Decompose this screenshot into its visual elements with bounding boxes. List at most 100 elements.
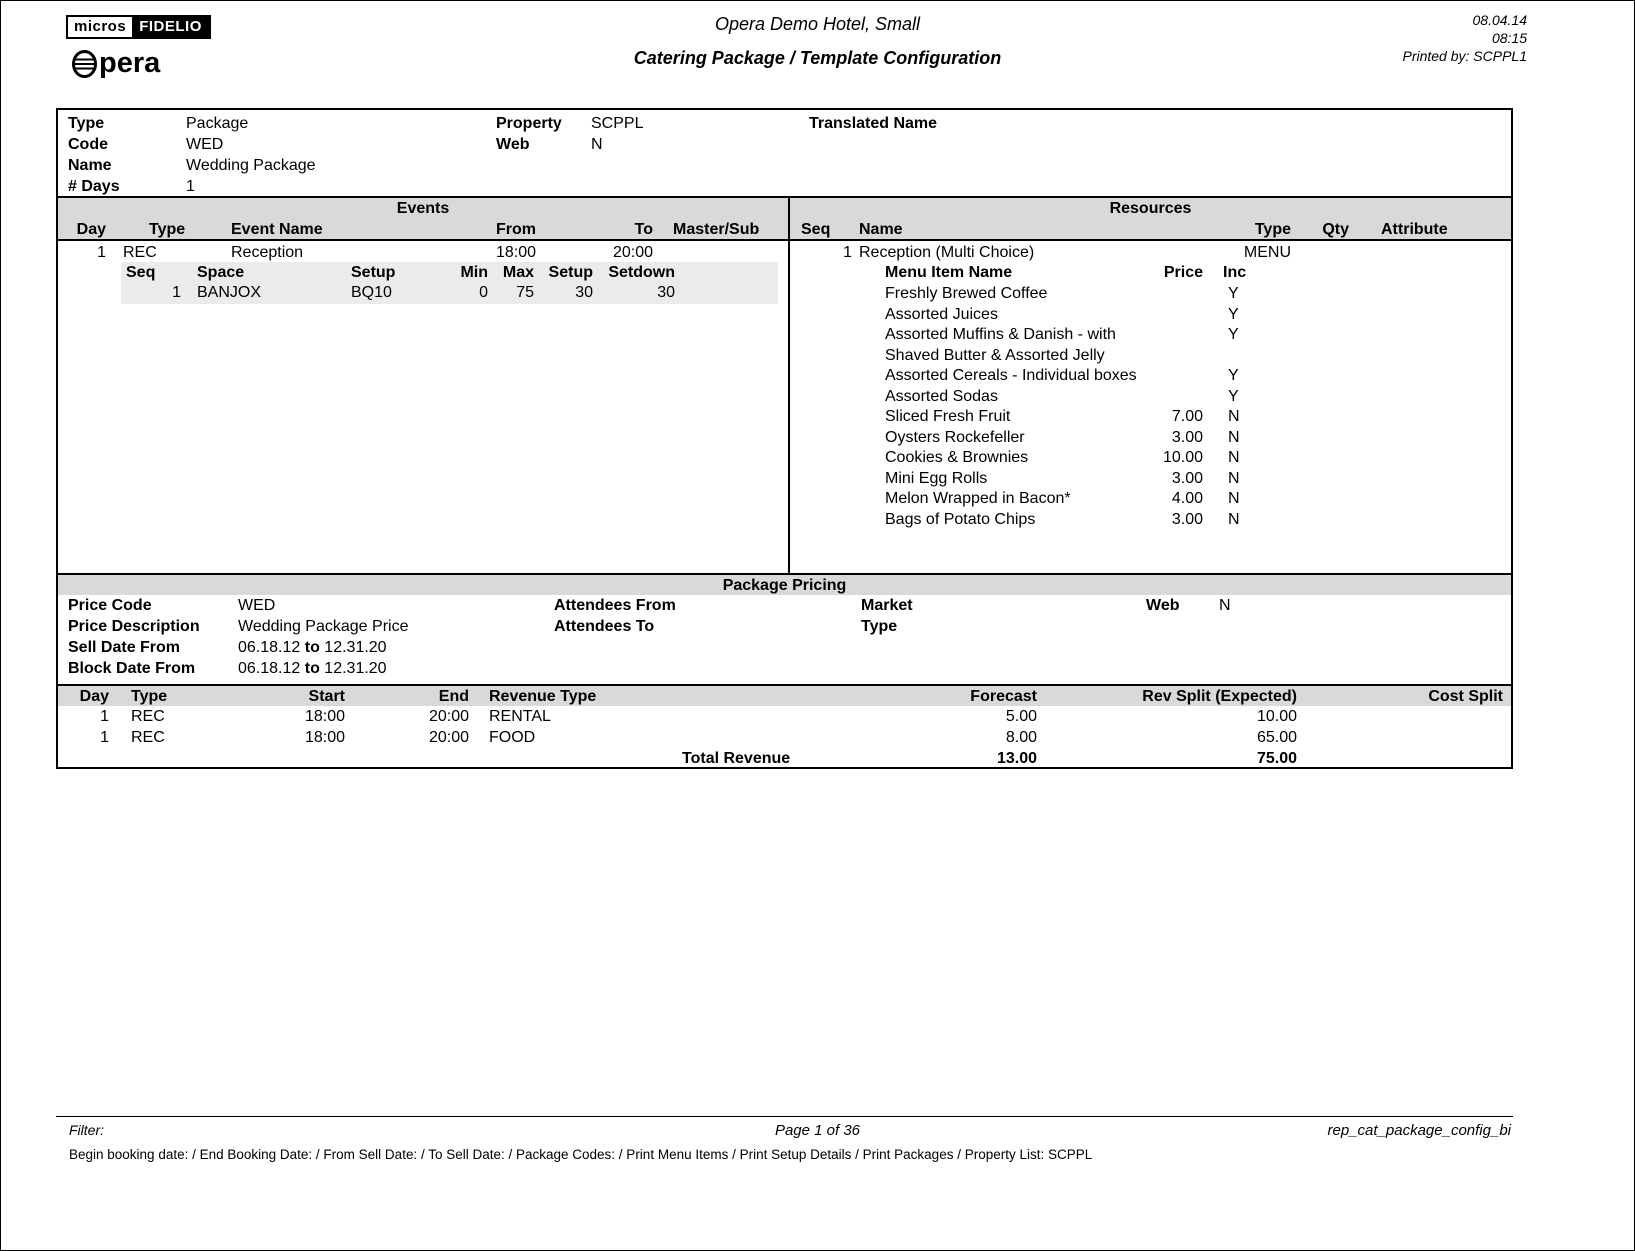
opera-logo-text: pera — [99, 47, 161, 79]
hotel-name-title: Opera Demo Hotel, Small — [714, 14, 921, 34]
resource-seq: 1 — [843, 244, 852, 261]
revenue-revenue-type: FOOD — [489, 729, 536, 746]
setup-row: 1 BANJOX BQ10 0 75 30 30 — [58, 284, 788, 305]
code-value: WED — [186, 136, 224, 153]
revenue-day: 1 — [100, 708, 109, 725]
setup-row-shade — [121, 262, 778, 304]
package-info-section: Type Package Code WED Name Wedding Packa… — [58, 110, 1511, 196]
property-label: Property — [496, 115, 562, 132]
events-col-master-sub: Master/Sub — [673, 221, 760, 238]
menu-item-price: 3.00 — [1171, 428, 1203, 446]
setup-col-min: Min — [460, 264, 488, 281]
menu-item-row: Melon Wrapped in Bacon* 4.00 N — [885, 489, 1385, 510]
name-value: Wedding Package — [186, 157, 316, 174]
menu-item-name: Freshly Brewed Coffee — [885, 285, 1048, 302]
events-col-day: Day — [76, 221, 106, 238]
sell-date-to-word: to — [304, 639, 320, 656]
revenue-revenue-type: RENTAL — [489, 708, 551, 725]
menu-item-row: Assorted Cereals - Individual boxes Y — [885, 366, 1385, 387]
menu-item-included-flag: N — [1228, 490, 1240, 507]
pricing-web-label: Web — [1146, 597, 1180, 614]
menu-item-included-flag: Y — [1228, 305, 1239, 323]
resources-panel: Resources Seq Name Type Qty Attribute 1 … — [788, 198, 1511, 573]
revenue-col-type: Type — [131, 688, 168, 705]
pricing-row-2: Price Description Wedding Package Price … — [58, 618, 1511, 639]
days-value: 1 — [186, 178, 195, 195]
revenue-rev-split: 65.00 — [1256, 729, 1297, 746]
setup-col-max: Max — [502, 264, 534, 281]
menu-item-name: Cookies & Brownies — [885, 449, 1029, 466]
menu-item-name: Assorted Sodas — [885, 387, 998, 405]
menu-item-row: Assorted Juices Y — [885, 305, 1385, 326]
fidelio-logo-text: FIDELIO — [132, 17, 209, 37]
menu-item-name: Melon Wrapped in Bacon* — [885, 490, 1071, 507]
property-value: SCPPL — [591, 115, 644, 132]
attendees-to-label: Attendees To — [554, 618, 655, 635]
menu-item-included-flag: N — [1228, 408, 1240, 425]
print-date: 08.04.14 — [1472, 12, 1528, 28]
events-col-from: From — [496, 221, 536, 238]
setup-max: 75 — [516, 284, 534, 301]
price-code-label: Price Code — [68, 597, 152, 614]
price-description-label: Price Description — [68, 618, 200, 635]
revenue-forecast: 5.00 — [1005, 708, 1037, 725]
resources-column-header-row: Seq Name Type Qty Attribute — [790, 221, 1511, 242]
menu-col-item-name: Menu Item Name — [885, 264, 1013, 281]
menu-item-included-flag: Y — [1228, 326, 1239, 343]
menu-item-price: 4.00 — [1171, 490, 1203, 507]
revenue-col-revenue-type: Revenue Type — [489, 688, 597, 705]
menu-item-price: 3.00 — [1171, 510, 1203, 528]
pricing-web-value: N — [1219, 597, 1231, 614]
sell-date-from: 06.18.12 — [238, 639, 301, 656]
micros-fidelio-logo: micros FIDELIO — [66, 15, 211, 39]
menu-item-name: Assorted Cereals - Individual boxes — [885, 367, 1137, 384]
resources-col-qty: Qty — [1322, 221, 1349, 238]
revenue-col-day: Day — [79, 688, 109, 705]
menu-item-name: Sliced Fresh Fruit — [885, 408, 1011, 425]
events-panel: Events Day Type Event Name From To Maste… — [58, 198, 788, 573]
resources-section-title: Resources — [1109, 200, 1192, 217]
print-time: 08:15 — [1491, 30, 1527, 46]
events-resources-section: Events Day Type Event Name From To Maste… — [58, 196, 1511, 573]
pricing-row-1: Price Code WED Attendees From Market Web… — [58, 597, 1511, 618]
micros-logo-text: micros — [68, 17, 133, 37]
event-from: 18:00 — [495, 244, 536, 261]
revenue-col-end: End — [438, 688, 469, 705]
pricing-row-4: Block Date From 06.18.12 to 12.31.20 — [58, 660, 1511, 681]
revenue-day: 1 — [100, 729, 109, 746]
setup-col-seq: Seq — [126, 264, 156, 281]
revenue-end: 20:00 — [428, 729, 469, 746]
printed-by: Printed by: SCPPL1 — [1402, 48, 1527, 64]
sell-date-to: 12.31.20 — [324, 639, 387, 656]
setup-col-setdown: Setdown — [608, 264, 675, 281]
resources-col-type: Type — [1254, 221, 1291, 238]
menu-item-included-flag: Y — [1228, 367, 1239, 384]
events-column-header-row: Day Type Event Name From To Master/Sub — [58, 221, 788, 242]
opera-logo: pera — [71, 47, 160, 80]
revenue-start: 18:00 — [304, 729, 345, 746]
setup-space: BANJOX — [197, 284, 262, 301]
menu-column-header-row: Menu Item Name Price Inc — [790, 264, 1511, 285]
resources-col-name: Name — [859, 221, 903, 238]
block-date-from: 06.18.12 — [238, 660, 301, 677]
block-date-to: 12.31.20 — [324, 660, 387, 677]
block-date-range: 06.18.12 to 12.31.20 — [238, 660, 387, 678]
revenue-rev-split: 10.00 — [1256, 708, 1297, 725]
total-revenue-label: Total Revenue — [682, 750, 791, 767]
menu-item-name: Assorted Juices — [885, 305, 998, 323]
filter-label: Filter: — [69, 1122, 104, 1138]
type-label: Type — [68, 115, 105, 132]
revenue-type: REC — [131, 729, 165, 746]
events-section-title: Events — [396, 200, 450, 217]
web-value: N — [591, 136, 603, 153]
revenue-forecast: 8.00 — [1005, 729, 1037, 746]
setup-setup-time: 30 — [575, 284, 593, 301]
events-col-to: To — [634, 221, 653, 238]
events-col-type: Type — [149, 221, 186, 238]
setup-col-space: Space — [197, 264, 245, 281]
block-date-from-label: Block Date From — [68, 660, 196, 677]
event-day: 1 — [97, 244, 106, 261]
menu-col-price: Price — [1163, 264, 1203, 281]
menu-item-included-flag: Y — [1228, 387, 1239, 405]
